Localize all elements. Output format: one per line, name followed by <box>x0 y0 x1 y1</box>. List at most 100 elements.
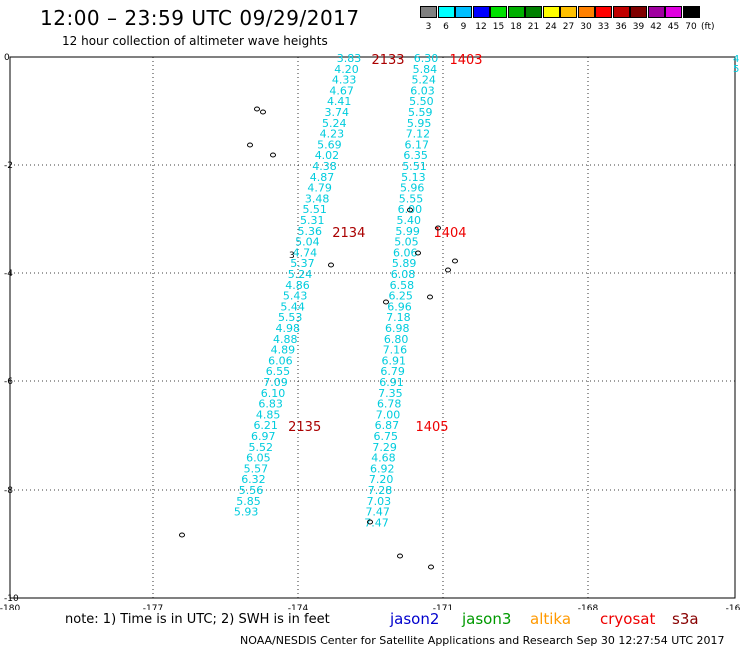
legend-label: 36 <box>615 22 627 32</box>
wave-height-east: 6.91 <box>379 376 404 389</box>
wave-height-west: 3.74 <box>325 106 350 119</box>
pass-time-west: 2135 <box>288 420 321 435</box>
wave-height-west: 4.33 <box>332 74 357 87</box>
footer-note: note: 1) Time is in UTC; 2) SWH is in fe… <box>65 612 330 627</box>
wave-height-east: 6.25 <box>388 290 413 303</box>
island-outline <box>452 258 458 264</box>
edge-mark: 4 <box>733 54 739 65</box>
edge-mark: 5 <box>733 64 739 75</box>
wave-height-west: 7.09 <box>263 376 288 389</box>
wave-height-east: 5.24 <box>411 74 436 87</box>
legend-swatch <box>630 6 647 18</box>
y-tick-label: 0 <box>4 53 10 63</box>
wave-height-east: 5.05 <box>394 236 419 249</box>
wave-height-east: 7.29 <box>372 441 397 454</box>
legend-label: 15 <box>492 22 505 32</box>
wave-height-west: 3.83 <box>337 52 362 65</box>
y-tick-label: -2 <box>4 161 13 171</box>
legend-label: 18 <box>510 22 522 32</box>
pass-time-west: 2133 <box>371 53 404 68</box>
legend-swatch <box>647 6 665 18</box>
wave-height-west: 3.48 <box>305 192 330 205</box>
legend-label: 6 <box>443 22 449 32</box>
wave-height-west: 4.98 <box>276 322 301 335</box>
island-outline <box>260 109 266 115</box>
wave-height-east: 6.92 <box>370 462 395 475</box>
wave-height-east: 5.59 <box>408 106 433 119</box>
island-outline <box>383 299 389 305</box>
wave-height-west: 6.97 <box>251 430 276 443</box>
wave-height-west: 6.21 <box>253 419 278 432</box>
wave-height-west: 4.87 <box>310 171 335 184</box>
wave-height-west: 5.31 <box>300 214 325 227</box>
island-outline <box>415 250 421 256</box>
wave-height-east: 6.06 <box>393 246 418 259</box>
satellite-label: cryosat <box>600 610 656 628</box>
legend-swatch <box>455 6 472 18</box>
pass-time-west: 2134 <box>332 226 365 241</box>
x-tick-label: -177 <box>143 604 163 610</box>
legend-label: 12 <box>475 22 487 32</box>
wave-height-east: 6.96 <box>387 300 412 313</box>
wave-height-west: 6.55 <box>266 365 291 378</box>
wave-height-west: 5.53 <box>278 311 303 324</box>
wave-height-west: 6.83 <box>258 398 283 411</box>
y-tick-label: -8 <box>4 486 13 496</box>
wave-height-west: 6.05 <box>246 452 271 465</box>
legend-swatch <box>612 6 630 18</box>
legend-swatch <box>595 6 612 18</box>
legend-swatch <box>665 6 682 18</box>
wave-height-west: 5.43 <box>283 290 308 303</box>
wave-height-west: 5.85 <box>236 495 261 508</box>
legend-label: 42 <box>650 22 662 32</box>
wave-height-west: 4.20 <box>334 63 359 76</box>
wave-height-east: 6.78 <box>377 398 402 411</box>
y-tick-label: -10 <box>4 594 19 604</box>
y-tick-label: -4 <box>4 269 13 279</box>
island-outline <box>247 142 253 148</box>
color-legend: 3 6 9 12 15 18 21 24 27 30 33 36 39 42 45 70 (ft) <box>420 6 736 34</box>
wave-height-east: 6.75 <box>374 430 399 443</box>
wave-height-east: 6.03 <box>410 84 435 97</box>
wave-height-west: 5.44 <box>280 300 305 313</box>
wave-height-east: 5.99 <box>395 225 420 238</box>
island-outline <box>270 152 276 158</box>
wave-height-east: 6.08 <box>391 268 416 281</box>
legend-label: 21 <box>527 22 540 32</box>
legend-swatch <box>682 6 700 18</box>
pass-time-east: 1404 <box>433 226 466 241</box>
island-outline <box>445 267 451 273</box>
wave-height-west: 4.79 <box>307 182 332 195</box>
wave-height-east: 6.98 <box>385 322 410 335</box>
wave-height-west: 4.02 <box>315 149 340 162</box>
wave-height-west: 6.06 <box>268 354 293 367</box>
wave-height-west: 5.51 <box>302 203 327 216</box>
wave-height-east: 6.79 <box>380 365 405 378</box>
wave-height-west: 5.56 <box>239 484 264 497</box>
credit-line: NOAA/NESDIS Center for Satellite Applica… <box>240 634 725 647</box>
island-outline <box>179 532 185 538</box>
wave-height-east: 5.51 <box>402 160 427 173</box>
wave-height-west: 5.37 <box>290 257 315 270</box>
wave-height-east: 7.00 <box>376 408 401 421</box>
wave-height-east: 7.18 <box>386 311 411 324</box>
wave-height-west: 6.10 <box>261 387 286 400</box>
legend-label: 27 <box>562 22 575 32</box>
wave-height-east: 6.58 <box>390 279 415 292</box>
island-outline <box>367 519 373 525</box>
wave-height-west: 4.67 <box>329 84 354 97</box>
wave-height-east: 6.87 <box>375 419 400 432</box>
satellite-label: s3a <box>672 610 699 628</box>
wave-height-west: 4.85 <box>256 408 281 421</box>
wave-height-east: 7.28 <box>368 484 393 497</box>
x-tick-label: -171 <box>433 604 453 610</box>
wave-height-west: 5.93 <box>234 506 259 519</box>
legend-swatch <box>560 6 577 18</box>
wave-height-west: 5.52 <box>249 441 274 454</box>
wave-height-east: 7.47 <box>365 506 390 519</box>
wave-height-west: 5.04 <box>295 236 320 249</box>
marker-label: 3 <box>289 251 295 261</box>
wave-height-east: 5.95 <box>407 117 432 130</box>
wave-height-east: 5.50 <box>409 95 434 108</box>
legend-swatch <box>437 6 455 18</box>
